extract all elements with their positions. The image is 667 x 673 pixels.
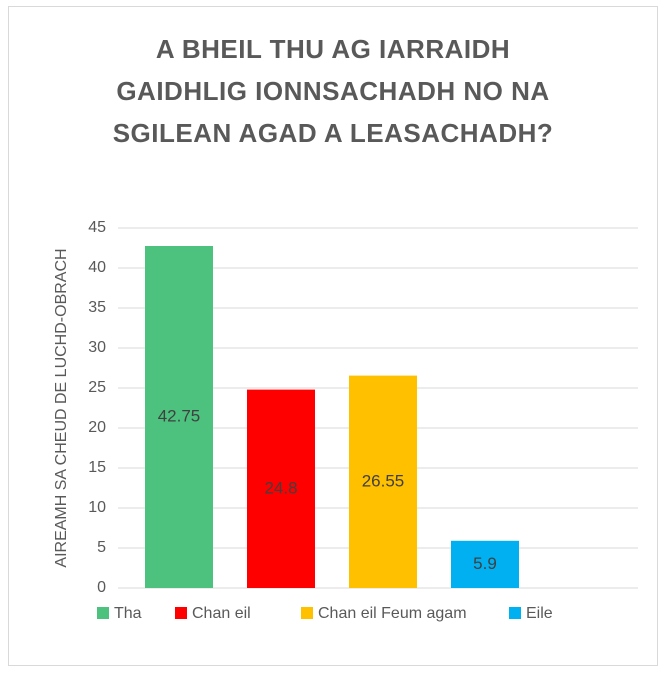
legend-swatch [97, 607, 109, 619]
chart-title: A BHEIL THU AG IARRAIDH GAIDHLIG IONNSAC… [112, 34, 554, 148]
legend-swatch [509, 607, 521, 619]
y-tick-label: 15 [88, 459, 106, 476]
y-tick-label: 30 [88, 339, 106, 356]
y-tick-label: 10 [88, 499, 106, 516]
y-tick-label: 5 [97, 539, 106, 556]
legend-swatch [175, 607, 187, 619]
legend-label: Eile [526, 605, 553, 622]
y-tick-label: 0 [97, 579, 106, 596]
legend-label: Chan eil Feum agam [318, 605, 467, 622]
data-label: 26.55 [362, 471, 405, 490]
legend-label: Tha [114, 605, 142, 622]
bar [349, 375, 417, 588]
legend-label: Chan eil [192, 605, 251, 622]
y-tick-label: 45 [88, 219, 106, 236]
y-tick-label: 25 [88, 379, 106, 396]
bar [247, 389, 315, 588]
chart-frame [8, 6, 658, 666]
data-label: 42.75 [158, 406, 201, 425]
bar [451, 540, 519, 588]
y-tick-label: 40 [88, 259, 106, 276]
data-label: 24.8 [264, 478, 297, 497]
legend-swatch [301, 607, 313, 619]
bar [145, 246, 213, 588]
y-axis-label: AIREAMH SA CHEUD DE LUCHD-OBRACH [53, 248, 70, 567]
y-tick-label: 35 [88, 299, 106, 316]
y-tick-label: 20 [88, 419, 106, 436]
data-label: 5.9 [473, 554, 497, 573]
